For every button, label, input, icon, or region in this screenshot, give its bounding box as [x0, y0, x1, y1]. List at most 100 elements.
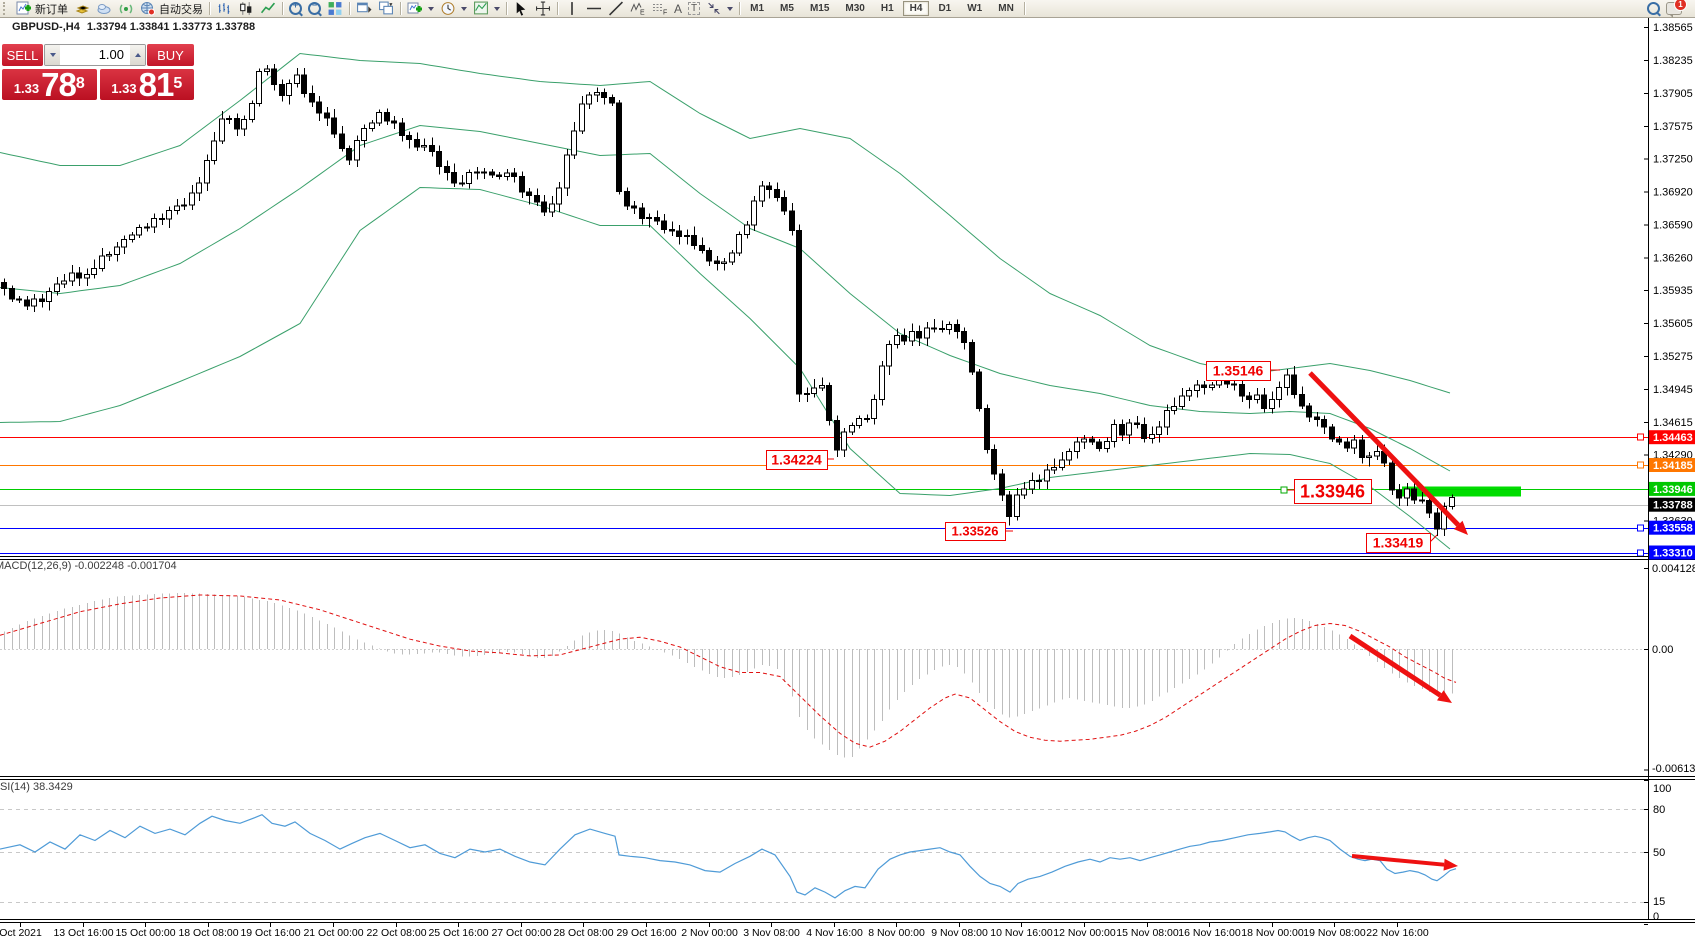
bar-chart-button[interactable] [213, 1, 235, 16]
timeframe-button-h4[interactable]: H4 [902, 1, 930, 16]
candle-body [991, 448, 997, 475]
candle-body [736, 234, 742, 254]
elliott-wave-icon: E [630, 2, 645, 16]
callout-box[interactable] [1205, 360, 1272, 382]
volume-increase-button[interactable] [130, 45, 145, 65]
price-axis[interactable]: 1.38565 1.38235 1.37905 1.37575 1.37250 1.369… [1644, 22, 1695, 925]
candle-body [534, 195, 540, 203]
timeframe-button-mn[interactable]: MN [998, 3, 1014, 14]
template-button[interactable] [470, 1, 503, 16]
level-line-handle[interactable] [1637, 461, 1644, 469]
text-tool-button[interactable]: A [671, 1, 685, 16]
sell-button[interactable]: SELL [2, 44, 43, 66]
trend-arrow-macd[interactable] [1348, 633, 1442, 698]
timeframe-button-m1[interactable]: M1 [750, 3, 765, 14]
window-list-button[interactable] [353, 1, 375, 16]
zoom-out-button[interactable]: − [305, 1, 324, 16]
timeframe-button-w1[interactable]: W1 [967, 3, 983, 14]
candle-body [1321, 418, 1327, 428]
rsi-name: RSI(14) [0, 781, 30, 793]
callout-handle[interactable] [1280, 486, 1288, 494]
candle-body [174, 205, 180, 212]
candle-body [1089, 438, 1095, 443]
candle-body [301, 74, 307, 94]
trend-arrow-main[interactable] [1308, 371, 1461, 527]
price-callout-1.33526[interactable]: 1.33526 [944, 521, 1014, 542]
trendline-tool-button[interactable] [605, 1, 627, 16]
timeframe-button-d1[interactable]: D1 [938, 3, 952, 14]
toolbar-separator [400, 2, 401, 15]
callout-box[interactable] [1293, 478, 1373, 505]
fibonacci-tool-button[interactable]: F [649, 1, 671, 16]
price-callout-1.35146[interactable]: 1.35146 [1205, 360, 1281, 382]
chart-title: GBPUSD-,H4 1.33794 1.33841 1.33773 1.337… [12, 21, 259, 33]
candle-body [24, 299, 30, 307]
timeframe-button-h1[interactable]: H1 [880, 3, 894, 14]
candle-body [879, 365, 885, 400]
autotrade-button[interactable]: 自动交易 [137, 1, 206, 16]
candle-body [1171, 406, 1177, 412]
price-tick-label: 1.37575 [1653, 121, 1693, 133]
candle-body [511, 172, 517, 178]
volume-decrease-button[interactable] [45, 45, 60, 65]
candle-body [849, 425, 855, 433]
price-tick-label: 1.36260 [1653, 253, 1693, 265]
candle-body [1434, 512, 1440, 530]
level-line-handle[interactable] [1637, 549, 1644, 557]
period-clock-button[interactable] [437, 1, 470, 16]
candle-body [766, 185, 772, 190]
notifications-button[interactable]: 1 [1663, 0, 1687, 18]
timeframe-button-m15[interactable]: M15 [809, 3, 830, 14]
buy-button[interactable]: BUY [147, 44, 194, 66]
candle-body [864, 418, 870, 421]
zoom-in-button[interactable]: + [286, 1, 305, 16]
callout-box[interactable] [944, 521, 1007, 542]
candle-body [871, 398, 877, 420]
volume-value[interactable]: 1.00 [98, 47, 124, 62]
new-chart-button[interactable] [404, 1, 437, 16]
price-callout-1.33419[interactable]: 1.33419 [1365, 532, 1438, 554]
vertical-line-tool-button[interactable] [561, 1, 583, 16]
date-axis[interactable]: Oct 2021 13 Oct 16:00 15 Oct 00:00 18 Oct 0… [0, 922, 1429, 940]
price-callout-1.34224[interactable]: 1.34224 [765, 449, 835, 471]
candle-body [346, 147, 352, 161]
cursor-tool-button[interactable] [510, 1, 532, 16]
candle-body [1081, 438, 1087, 443]
tile-windows-icon [328, 2, 342, 15]
crosshair-tool-button[interactable] [532, 1, 554, 16]
candle-body [61, 280, 67, 285]
callout-box[interactable] [1365, 532, 1432, 554]
new-order-button[interactable]: 新订单 [13, 1, 71, 16]
candlestick-chart-button[interactable] [235, 1, 257, 16]
support-zone-rectangle[interactable] [1402, 486, 1521, 497]
candle-body [166, 210, 172, 220]
timeframe-button-m5[interactable]: M5 [780, 3, 794, 14]
timeframe-button-m30[interactable]: M30 [845, 3, 865, 14]
text-label-tool-button[interactable]: T [685, 1, 703, 16]
search-button[interactable] [1644, 1, 1663, 16]
cascade-windows-button[interactable] [375, 1, 397, 16]
shapes-tool-button[interactable] [703, 1, 736, 16]
date-tick-label: 18 Oct 08:00 [178, 927, 238, 939]
price-callout-1.33946[interactable]: 1.33946 [1280, 478, 1373, 505]
line-chart-button[interactable] [257, 1, 279, 16]
market-watch-button[interactable] [93, 1, 115, 16]
elliott-wave-tool-button[interactable]: E [627, 1, 649, 16]
callout-text: 1.34224 [771, 452, 822, 468]
trend-arrow-rsi[interactable] [1351, 854, 1445, 867]
level-line-handle[interactable] [1637, 524, 1644, 532]
horizontal-line-tool-button[interactable] [583, 1, 605, 16]
toolbar-grip[interactable] [3, 2, 10, 15]
callout-box[interactable] [765, 449, 829, 471]
candle-body [714, 260, 720, 264]
profiles-button[interactable] [71, 1, 93, 16]
candle-body [624, 191, 630, 207]
date-tick-label: 2 Nov 00:00 [681, 927, 738, 939]
signals-button[interactable] [115, 1, 137, 16]
tile-windows-button[interactable] [324, 1, 346, 16]
level-line-handle[interactable] [1637, 433, 1644, 441]
buy-price-tile[interactable]: 1.33 81 5 [99, 68, 194, 101]
toolbar-separator [349, 2, 350, 15]
sell-price-tile[interactable]: 1.33 78 8 [2, 68, 97, 101]
